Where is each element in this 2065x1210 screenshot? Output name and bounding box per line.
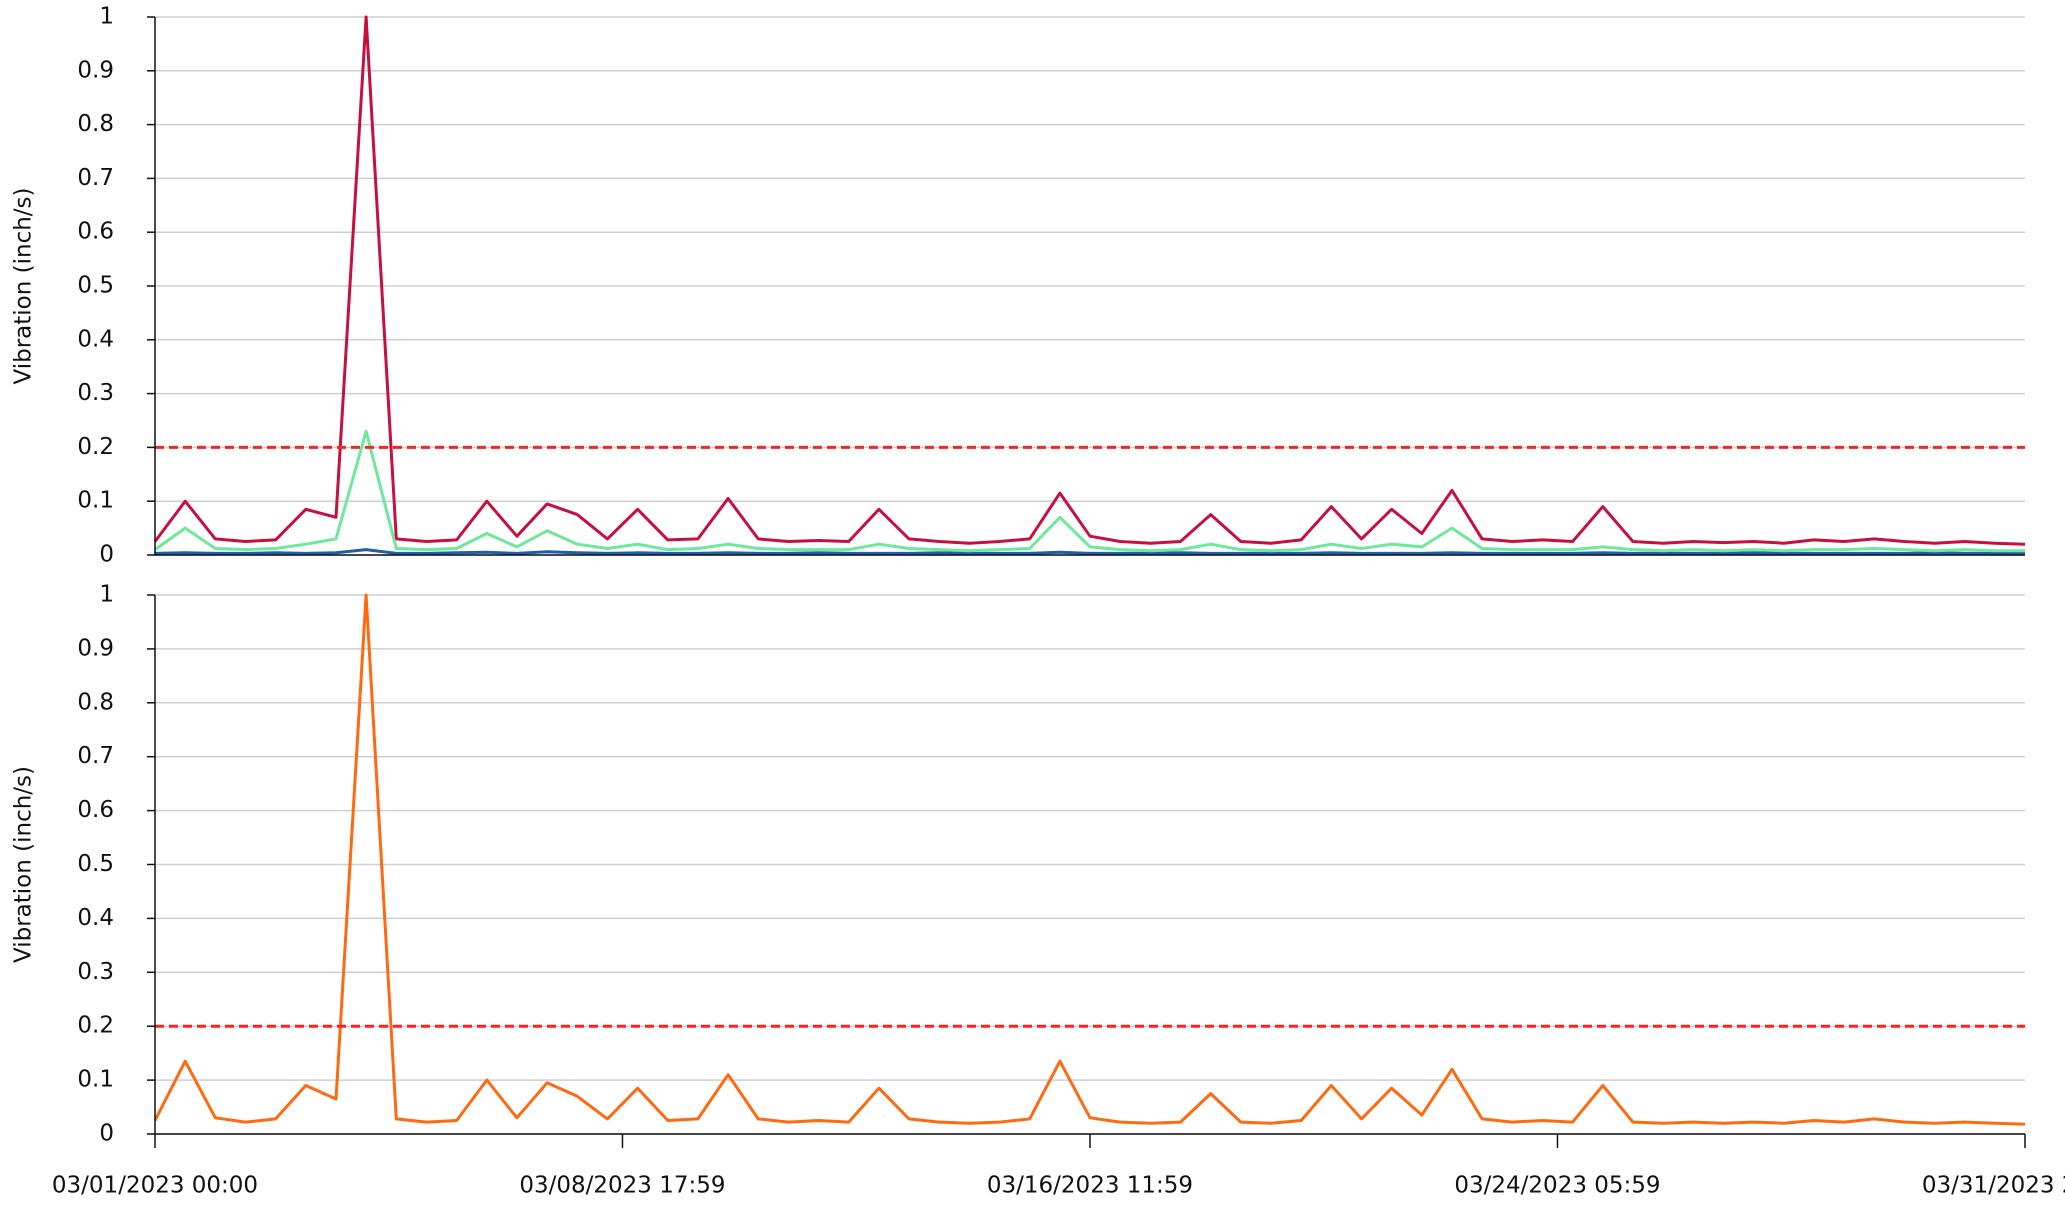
- x-tick-label: 03/01/2023 00:00: [52, 1173, 258, 1199]
- y-tick-label: 0.1: [77, 1067, 114, 1093]
- y-tick-label: 0.8: [77, 689, 114, 715]
- y-tick-label: 0.7: [77, 743, 114, 769]
- y-tick-label: 0.7: [77, 165, 114, 191]
- series-line: [153, 593, 2026, 1126]
- y-tick-label: 0: [99, 542, 114, 568]
- y-tick-label: 0.9: [77, 635, 114, 661]
- y-axis-label: Vibration (inch/s): [11, 766, 37, 963]
- x-tick-label: 03/24/2023 05:59: [1454, 1173, 1660, 1199]
- y-tick-label: 0.4: [77, 326, 114, 352]
- y-tick-label: 0.6: [77, 219, 114, 245]
- y-tick-label: 0.9: [77, 57, 114, 83]
- y-tick-label: 0.5: [77, 851, 114, 877]
- series-line: [154, 429, 2025, 553]
- x-tick-label: 03/16/2023 11:59: [987, 1173, 1193, 1199]
- series-line: [154, 548, 2025, 555]
- y-tick-label: 0: [99, 1121, 114, 1147]
- y-tick-label: 0.3: [77, 959, 114, 985]
- y-tick-label: 0.8: [77, 111, 114, 137]
- x-tick-label: 03/08/2023 17:59: [519, 1173, 725, 1199]
- y-tick-label: 0.6: [77, 797, 114, 823]
- x-tick-label: 03/31/2023 23:59: [1922, 1173, 2065, 1199]
- y-tick-label: 1: [99, 582, 114, 608]
- y-tick-label: 0.3: [77, 380, 114, 406]
- y-tick-label: 0.4: [77, 905, 114, 931]
- y-tick-label: 0.5: [77, 273, 114, 299]
- y-tick-label: 0.1: [77, 488, 114, 514]
- y-tick-label: 0.2: [77, 434, 114, 460]
- series-line: [153, 15, 2026, 546]
- y-axis-label: Vibration (inch/s): [11, 187, 37, 384]
- y-tick-label: 1: [99, 4, 114, 30]
- y-tick-label: 0.2: [77, 1013, 114, 1039]
